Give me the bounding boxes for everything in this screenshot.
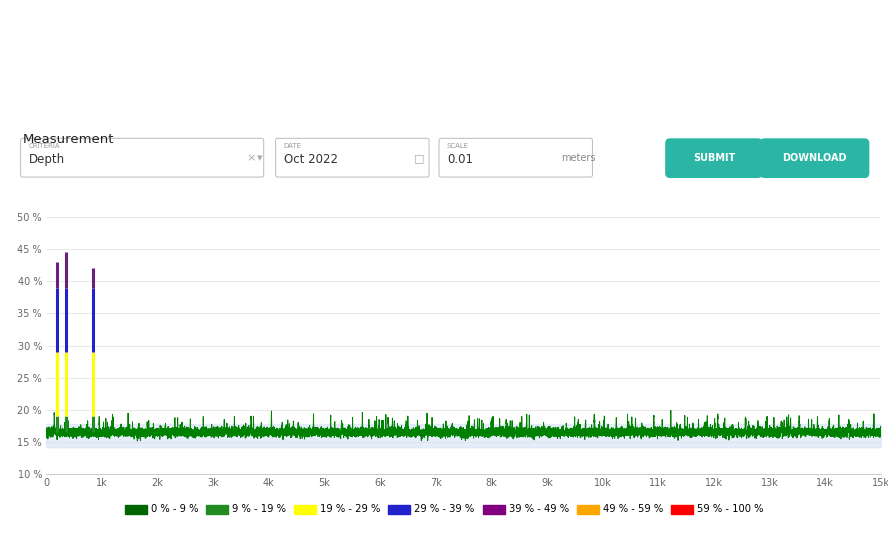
Text: CRITERIA: CRITERIA xyxy=(28,143,60,149)
Text: Prediction Graph: Prediction Graph xyxy=(27,99,159,113)
Text: DATE: DATE xyxy=(283,143,302,149)
FancyBboxPatch shape xyxy=(439,138,592,177)
Text: ∨: ∨ xyxy=(857,28,867,42)
Text: DOWNLOAD: DOWNLOAD xyxy=(782,153,847,163)
Text: meters: meters xyxy=(561,153,596,163)
Text: Oct 2022: Oct 2022 xyxy=(283,153,337,166)
Text: ▾: ▾ xyxy=(257,153,262,163)
Text: Depth: Depth xyxy=(28,153,65,166)
FancyBboxPatch shape xyxy=(20,138,264,177)
Text: SCALE: SCALE xyxy=(447,143,469,149)
Text: Measurement: Measurement xyxy=(22,133,115,146)
Text: 0.01: 0.01 xyxy=(447,153,473,166)
Legend: 0 % - 9 %, 9 % - 19 %, 19 % - 29 %, 29 % - 39 %, 39 % - 49 %, 49 % - 59 %, 59 % : 0 % - 9 %, 9 % - 19 %, 19 % - 29 %, 29 %… xyxy=(121,500,767,519)
Text: □: □ xyxy=(414,153,424,163)
FancyBboxPatch shape xyxy=(275,138,429,177)
FancyBboxPatch shape xyxy=(665,138,763,178)
Text: ×: × xyxy=(247,153,256,163)
FancyBboxPatch shape xyxy=(760,138,869,178)
Text: SUBMIT: SUBMIT xyxy=(693,153,735,163)
Text: Prediction Status: Prediction Status xyxy=(27,28,163,42)
